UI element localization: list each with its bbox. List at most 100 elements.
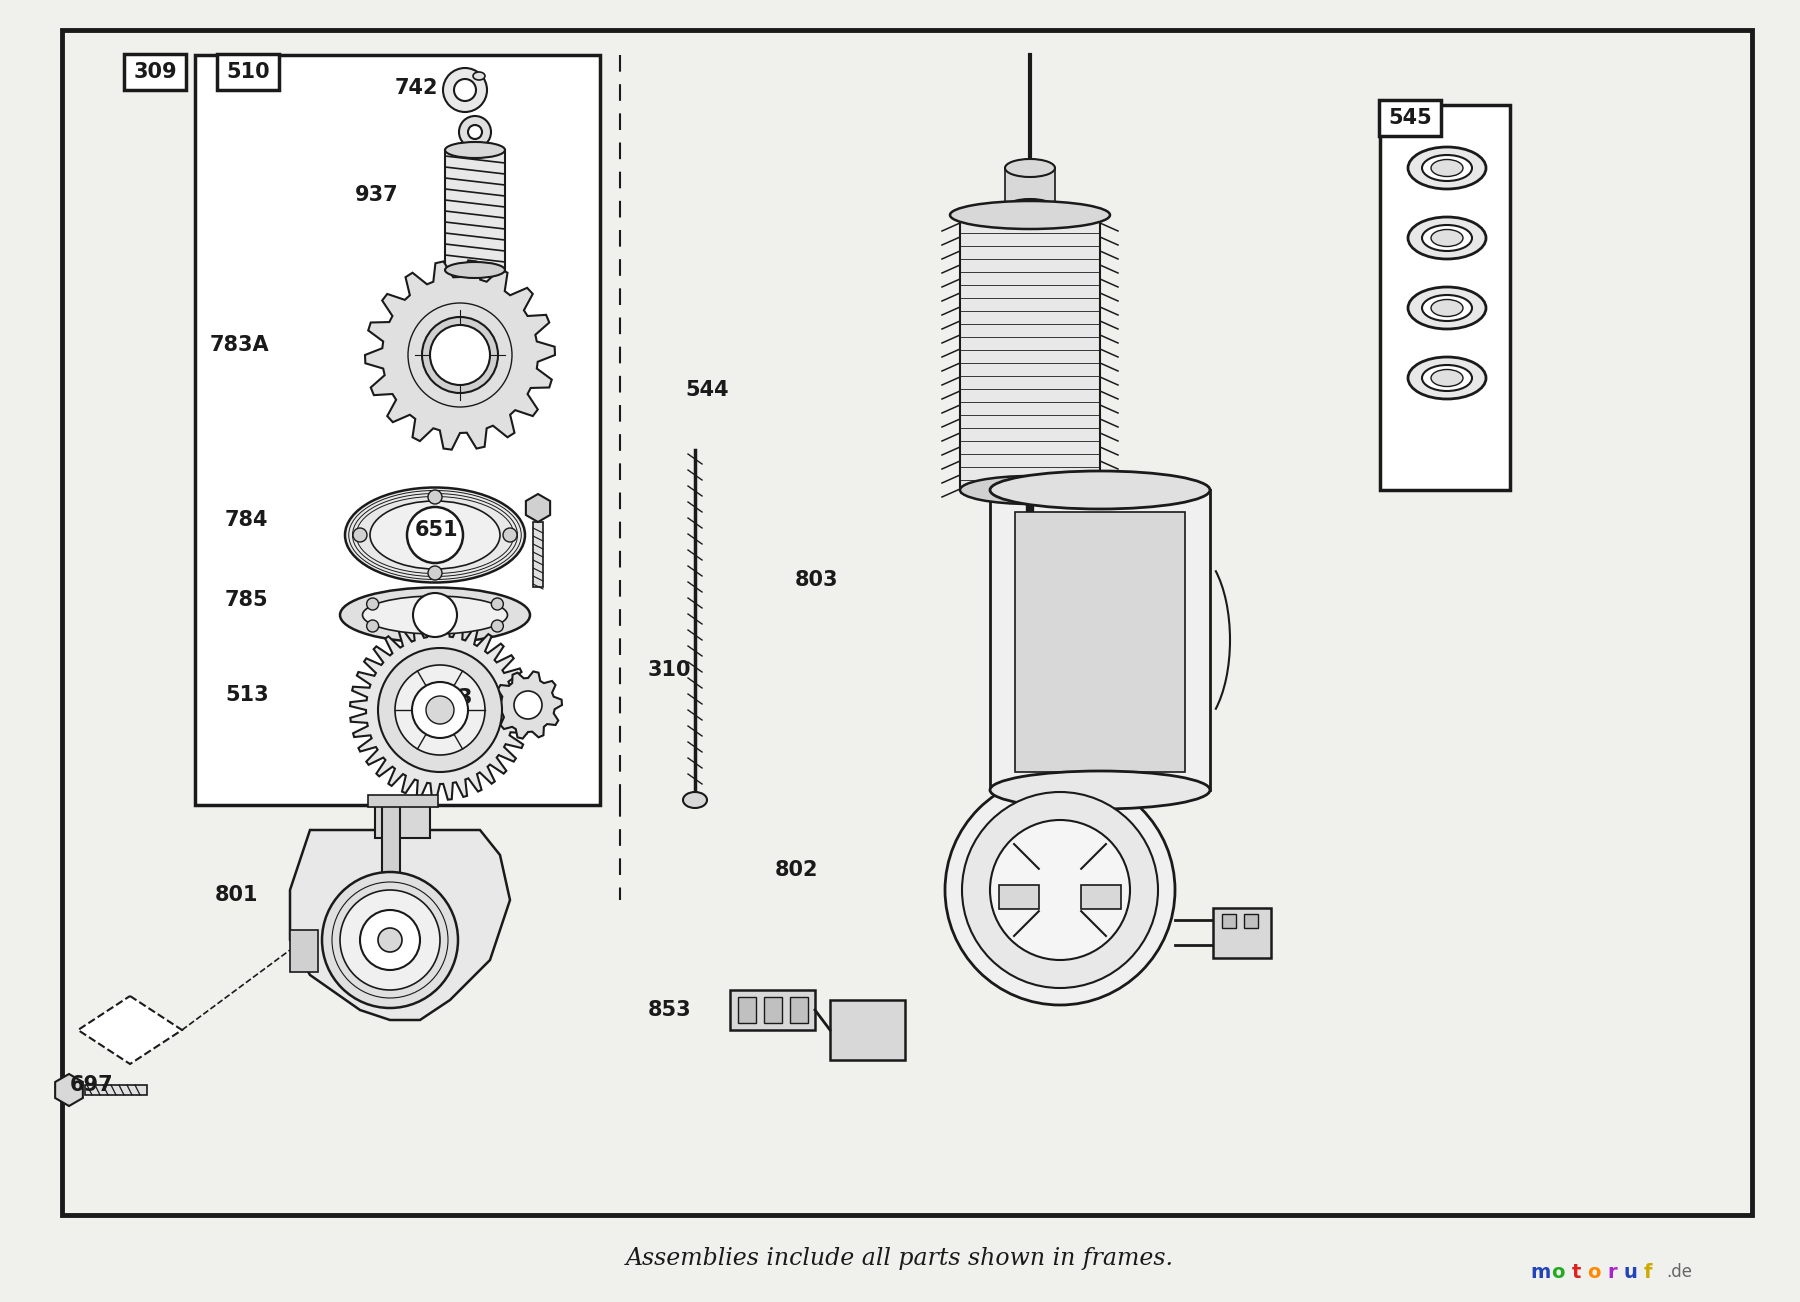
Circle shape [459, 116, 491, 148]
Text: 510: 510 [227, 62, 270, 82]
Circle shape [367, 620, 378, 631]
Ellipse shape [1408, 286, 1487, 329]
Text: 545: 545 [1388, 108, 1431, 128]
Circle shape [990, 820, 1130, 960]
Circle shape [430, 326, 490, 385]
Ellipse shape [1422, 155, 1472, 181]
Bar [959, 215, 1100, 490]
Text: f: f [1643, 1263, 1652, 1281]
Ellipse shape [1004, 159, 1055, 177]
Bar [830, 1000, 905, 1060]
Polygon shape [290, 829, 509, 1019]
Ellipse shape [990, 471, 1210, 509]
Bar [790, 997, 808, 1023]
Text: 310: 310 [648, 660, 691, 680]
Bar [738, 997, 756, 1023]
Text: 784: 784 [225, 510, 268, 530]
Circle shape [407, 506, 463, 562]
Ellipse shape [1422, 296, 1472, 322]
Circle shape [421, 316, 499, 393]
Bar [290, 930, 319, 973]
Text: 544: 544 [686, 380, 729, 400]
Text: 802: 802 [776, 861, 819, 880]
Polygon shape [349, 620, 529, 799]
Ellipse shape [473, 72, 484, 79]
Ellipse shape [959, 477, 1100, 504]
Bar [445, 150, 506, 270]
Polygon shape [1015, 512, 1184, 772]
Text: m: m [1530, 1263, 1550, 1281]
Ellipse shape [445, 262, 506, 279]
Circle shape [353, 529, 367, 542]
Ellipse shape [362, 596, 508, 634]
Bar [367, 796, 437, 807]
Circle shape [428, 566, 443, 579]
Bar [533, 522, 544, 587]
Ellipse shape [1431, 160, 1463, 177]
Ellipse shape [346, 487, 526, 582]
Bar [382, 799, 400, 905]
Bar [990, 490, 1210, 790]
Ellipse shape [682, 792, 707, 809]
Bar [194, 55, 599, 805]
Ellipse shape [950, 201, 1111, 229]
Circle shape [427, 697, 454, 724]
Circle shape [961, 792, 1157, 988]
Bar [374, 799, 430, 838]
Circle shape [491, 620, 504, 631]
Text: 742: 742 [394, 78, 439, 98]
Circle shape [412, 592, 457, 637]
Ellipse shape [1408, 147, 1487, 189]
Text: r: r [1607, 1263, 1616, 1281]
Ellipse shape [445, 142, 506, 158]
Bar [1213, 907, 1271, 958]
Circle shape [454, 79, 475, 102]
Text: 783: 783 [430, 687, 473, 708]
Polygon shape [365, 260, 554, 449]
Text: Assemblies include all parts shown in frames.: Assemblies include all parts shown in fr… [626, 1246, 1174, 1269]
Ellipse shape [340, 587, 529, 642]
Ellipse shape [1422, 225, 1472, 251]
Text: 937: 937 [355, 185, 398, 204]
Bar [1222, 914, 1237, 928]
Text: o: o [1588, 1263, 1600, 1281]
Ellipse shape [371, 501, 500, 569]
Bar [763, 997, 781, 1023]
Bar [1379, 100, 1442, 135]
Circle shape [502, 529, 517, 542]
Bar [1004, 168, 1055, 208]
Polygon shape [77, 996, 182, 1064]
Ellipse shape [990, 771, 1210, 809]
Circle shape [468, 125, 482, 139]
Text: 853: 853 [648, 1000, 691, 1019]
Bar [999, 885, 1039, 909]
Bar [1082, 885, 1121, 909]
Text: 801: 801 [214, 885, 259, 905]
Circle shape [394, 665, 484, 755]
Text: u: u [1624, 1263, 1636, 1281]
Circle shape [340, 891, 439, 990]
Bar [731, 990, 815, 1030]
Bar [85, 1085, 148, 1095]
Circle shape [412, 682, 468, 738]
Circle shape [428, 490, 443, 504]
Polygon shape [526, 493, 551, 522]
Circle shape [491, 598, 504, 611]
Ellipse shape [1431, 229, 1463, 246]
Text: 651: 651 [416, 519, 459, 540]
Bar [218, 53, 279, 90]
Ellipse shape [1408, 217, 1487, 259]
Text: t: t [1571, 1263, 1580, 1281]
Circle shape [367, 598, 378, 611]
Text: .de: .de [1667, 1263, 1692, 1281]
Ellipse shape [1408, 357, 1487, 398]
Circle shape [322, 872, 457, 1008]
Circle shape [360, 910, 419, 970]
Text: 783A: 783A [211, 335, 270, 355]
Ellipse shape [1422, 365, 1472, 391]
Bar [1381, 105, 1510, 490]
Ellipse shape [1004, 199, 1055, 217]
Polygon shape [56, 1074, 83, 1105]
Text: o: o [1552, 1263, 1564, 1281]
Text: 785: 785 [225, 590, 268, 611]
